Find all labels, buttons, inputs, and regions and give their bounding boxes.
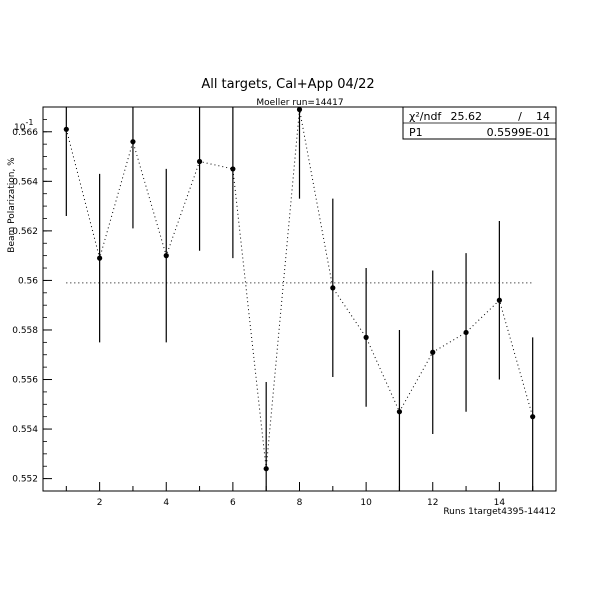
x-axis-label: Runs 1target4395-14412 bbox=[443, 507, 556, 517]
data-series bbox=[63, 106, 536, 491]
data-point bbox=[396, 409, 403, 415]
stats-box: χ²/ndf 25.62 / 14 P1 0.5599E-01 bbox=[402, 106, 557, 140]
y-tick-label: 0.556 bbox=[12, 376, 38, 386]
y-tick-label: 0.552 bbox=[12, 475, 38, 485]
data-point bbox=[496, 297, 502, 303]
y-tick-label: 0.566 bbox=[12, 128, 38, 138]
data-point bbox=[530, 414, 536, 420]
chi2-slash: / bbox=[518, 110, 522, 123]
data-point bbox=[97, 255, 103, 261]
ndf-value: 14 bbox=[536, 110, 550, 123]
data-point bbox=[263, 466, 269, 472]
y-tick-label: 0.554 bbox=[12, 425, 38, 435]
data-point bbox=[163, 253, 169, 259]
chi2-value: 25.62 bbox=[451, 110, 483, 123]
x-tick-label: 2 bbox=[97, 498, 103, 508]
y-tick-label: 0.56 bbox=[18, 276, 38, 286]
y-tick-label: 0.564 bbox=[12, 177, 38, 187]
x-tick-label: 6 bbox=[230, 498, 236, 508]
x-tick-label: 12 bbox=[427, 498, 438, 508]
data-point bbox=[363, 334, 369, 340]
chi2-label: χ²/ndf bbox=[409, 110, 442, 123]
data-point bbox=[196, 158, 203, 165]
x-axis: 2 4 6 8 10 12 14 bbox=[65, 482, 534, 508]
y-exponent-label: 10-1 bbox=[14, 118, 33, 133]
p1-label: P1 bbox=[409, 126, 423, 139]
x-tick-label: 14 bbox=[494, 498, 506, 508]
p1-value: 0.5599E-01 bbox=[487, 126, 550, 139]
x-tick-label: 4 bbox=[163, 498, 169, 508]
y-axis-label: Beam Polarization, % bbox=[7, 157, 17, 253]
y-tick-label: 0.558 bbox=[12, 326, 38, 336]
data-point bbox=[230, 166, 236, 172]
data-point bbox=[130, 139, 136, 145]
x-tick-label: 10 bbox=[360, 498, 372, 508]
y-exponent-base: 10 bbox=[14, 123, 26, 133]
data-point bbox=[63, 126, 69, 132]
data-point bbox=[330, 285, 336, 291]
y-tick-label: 0.562 bbox=[12, 227, 38, 237]
y-exponent-sup: -1 bbox=[25, 118, 33, 127]
data-point bbox=[430, 349, 436, 355]
x-tick-label: 8 bbox=[297, 498, 303, 508]
chart-title: All targets, Cal+App 04/22 bbox=[201, 77, 374, 92]
data-point bbox=[296, 106, 303, 113]
chart-subtitle: Moeller run=14417 bbox=[256, 98, 343, 108]
data-point bbox=[463, 329, 469, 336]
y-axis: 0.552 0.554 0.556 0.558 0.56 0.562 0.564 0.566 bbox=[12, 106, 52, 492]
